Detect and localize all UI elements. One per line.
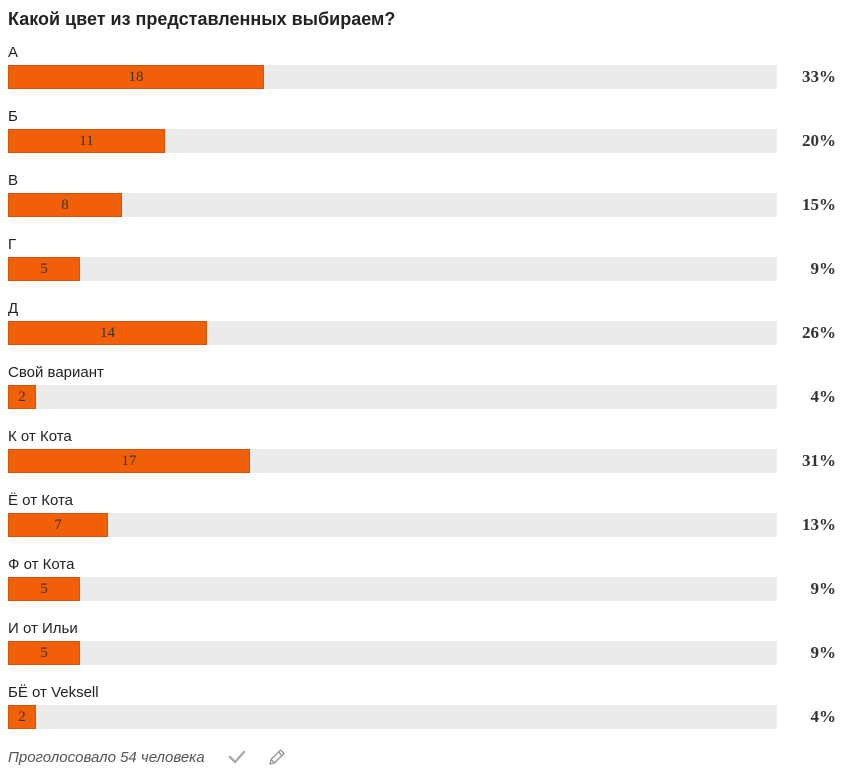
result-bar-track: 14 — [8, 321, 777, 345]
poll-option: В 8 15% — [8, 172, 853, 236]
poll-option: Б 11 20% — [8, 108, 853, 172]
result-bar-fill: 14 — [8, 321, 207, 345]
pencil-icon[interactable] — [267, 747, 287, 767]
option-percent: 4% — [810, 387, 837, 406]
option-percent: 13% — [802, 515, 836, 534]
poll-footer: Проголосовало 54 человека — [8, 745, 287, 769]
result-bar-fill: 18 — [8, 65, 264, 89]
result-bar-track: 18 — [8, 65, 777, 89]
result-bar-fill: 5 — [8, 257, 80, 281]
option-label: Г — [8, 236, 17, 253]
poll-option: Ф от Кота 5 9% — [8, 556, 853, 620]
result-bar-track: 2 — [8, 385, 777, 409]
result-bar-fill: 5 — [8, 641, 80, 665]
result-bar-track: 2 — [8, 705, 777, 729]
result-bar-fill: 7 — [8, 513, 108, 537]
votes-count: Проголосовало 54 человека — [8, 748, 205, 766]
option-percent: 31% — [802, 451, 836, 470]
result-bar-track: 5 — [8, 641, 777, 665]
option-percent: 33% — [802, 67, 836, 86]
option-label: Ф от Кота — [8, 556, 75, 573]
option-percent: 26% — [802, 323, 836, 342]
option-label: В — [8, 172, 19, 189]
option-percent: 9% — [810, 579, 837, 598]
result-bar-track: 7 — [8, 513, 777, 537]
option-label: А — [8, 44, 19, 61]
option-label: БЁ от Veksell — [8, 684, 99, 701]
option-label: Свой вариант — [8, 364, 104, 381]
option-percent: 4% — [810, 707, 837, 726]
option-label: К от Кота — [8, 428, 72, 445]
option-percent: 9% — [810, 259, 837, 278]
result-bar-fill: 11 — [8, 129, 165, 153]
poll-option: Ё от Кота 7 13% — [8, 492, 853, 556]
result-bar-fill: 5 — [8, 577, 80, 601]
option-label: Ё от Кота — [8, 492, 74, 509]
option-label: Б — [8, 108, 18, 125]
result-bar-fill: 8 — [8, 193, 122, 217]
poll-options: А 18 33% Б 11 20% В 8 15% Г 5 9% Д 14 26… — [8, 44, 853, 748]
result-bar-track: 5 — [8, 257, 777, 281]
poll-option: БЁ от Veksell 2 4% — [8, 684, 853, 748]
option-percent: 15% — [802, 195, 836, 214]
option-label: И от Ильи — [8, 620, 78, 637]
option-percent: 20% — [802, 131, 836, 150]
option-percent: 9% — [810, 643, 837, 662]
result-bar-track: 5 — [8, 577, 777, 601]
poll-option: И от Ильи 5 9% — [8, 620, 853, 684]
poll-option: К от Кота 17 31% — [8, 428, 853, 492]
option-label: Д — [8, 300, 19, 317]
result-bar-fill: 2 — [8, 705, 36, 729]
result-bar-fill: 17 — [8, 449, 250, 473]
poll-title: Какой цвет из представленных выбираем? — [8, 9, 396, 29]
result-bar-track: 8 — [8, 193, 777, 217]
poll-option: Д 14 26% — [8, 300, 853, 364]
poll-option: Свой вариант 2 4% — [8, 364, 853, 428]
poll-option: Г 5 9% — [8, 236, 853, 300]
poll-option: А 18 33% — [8, 44, 853, 108]
result-bar-track: 17 — [8, 449, 777, 473]
result-bar-fill: 2 — [8, 385, 36, 409]
check-icon[interactable] — [227, 747, 247, 767]
result-bar-track: 11 — [8, 129, 777, 153]
